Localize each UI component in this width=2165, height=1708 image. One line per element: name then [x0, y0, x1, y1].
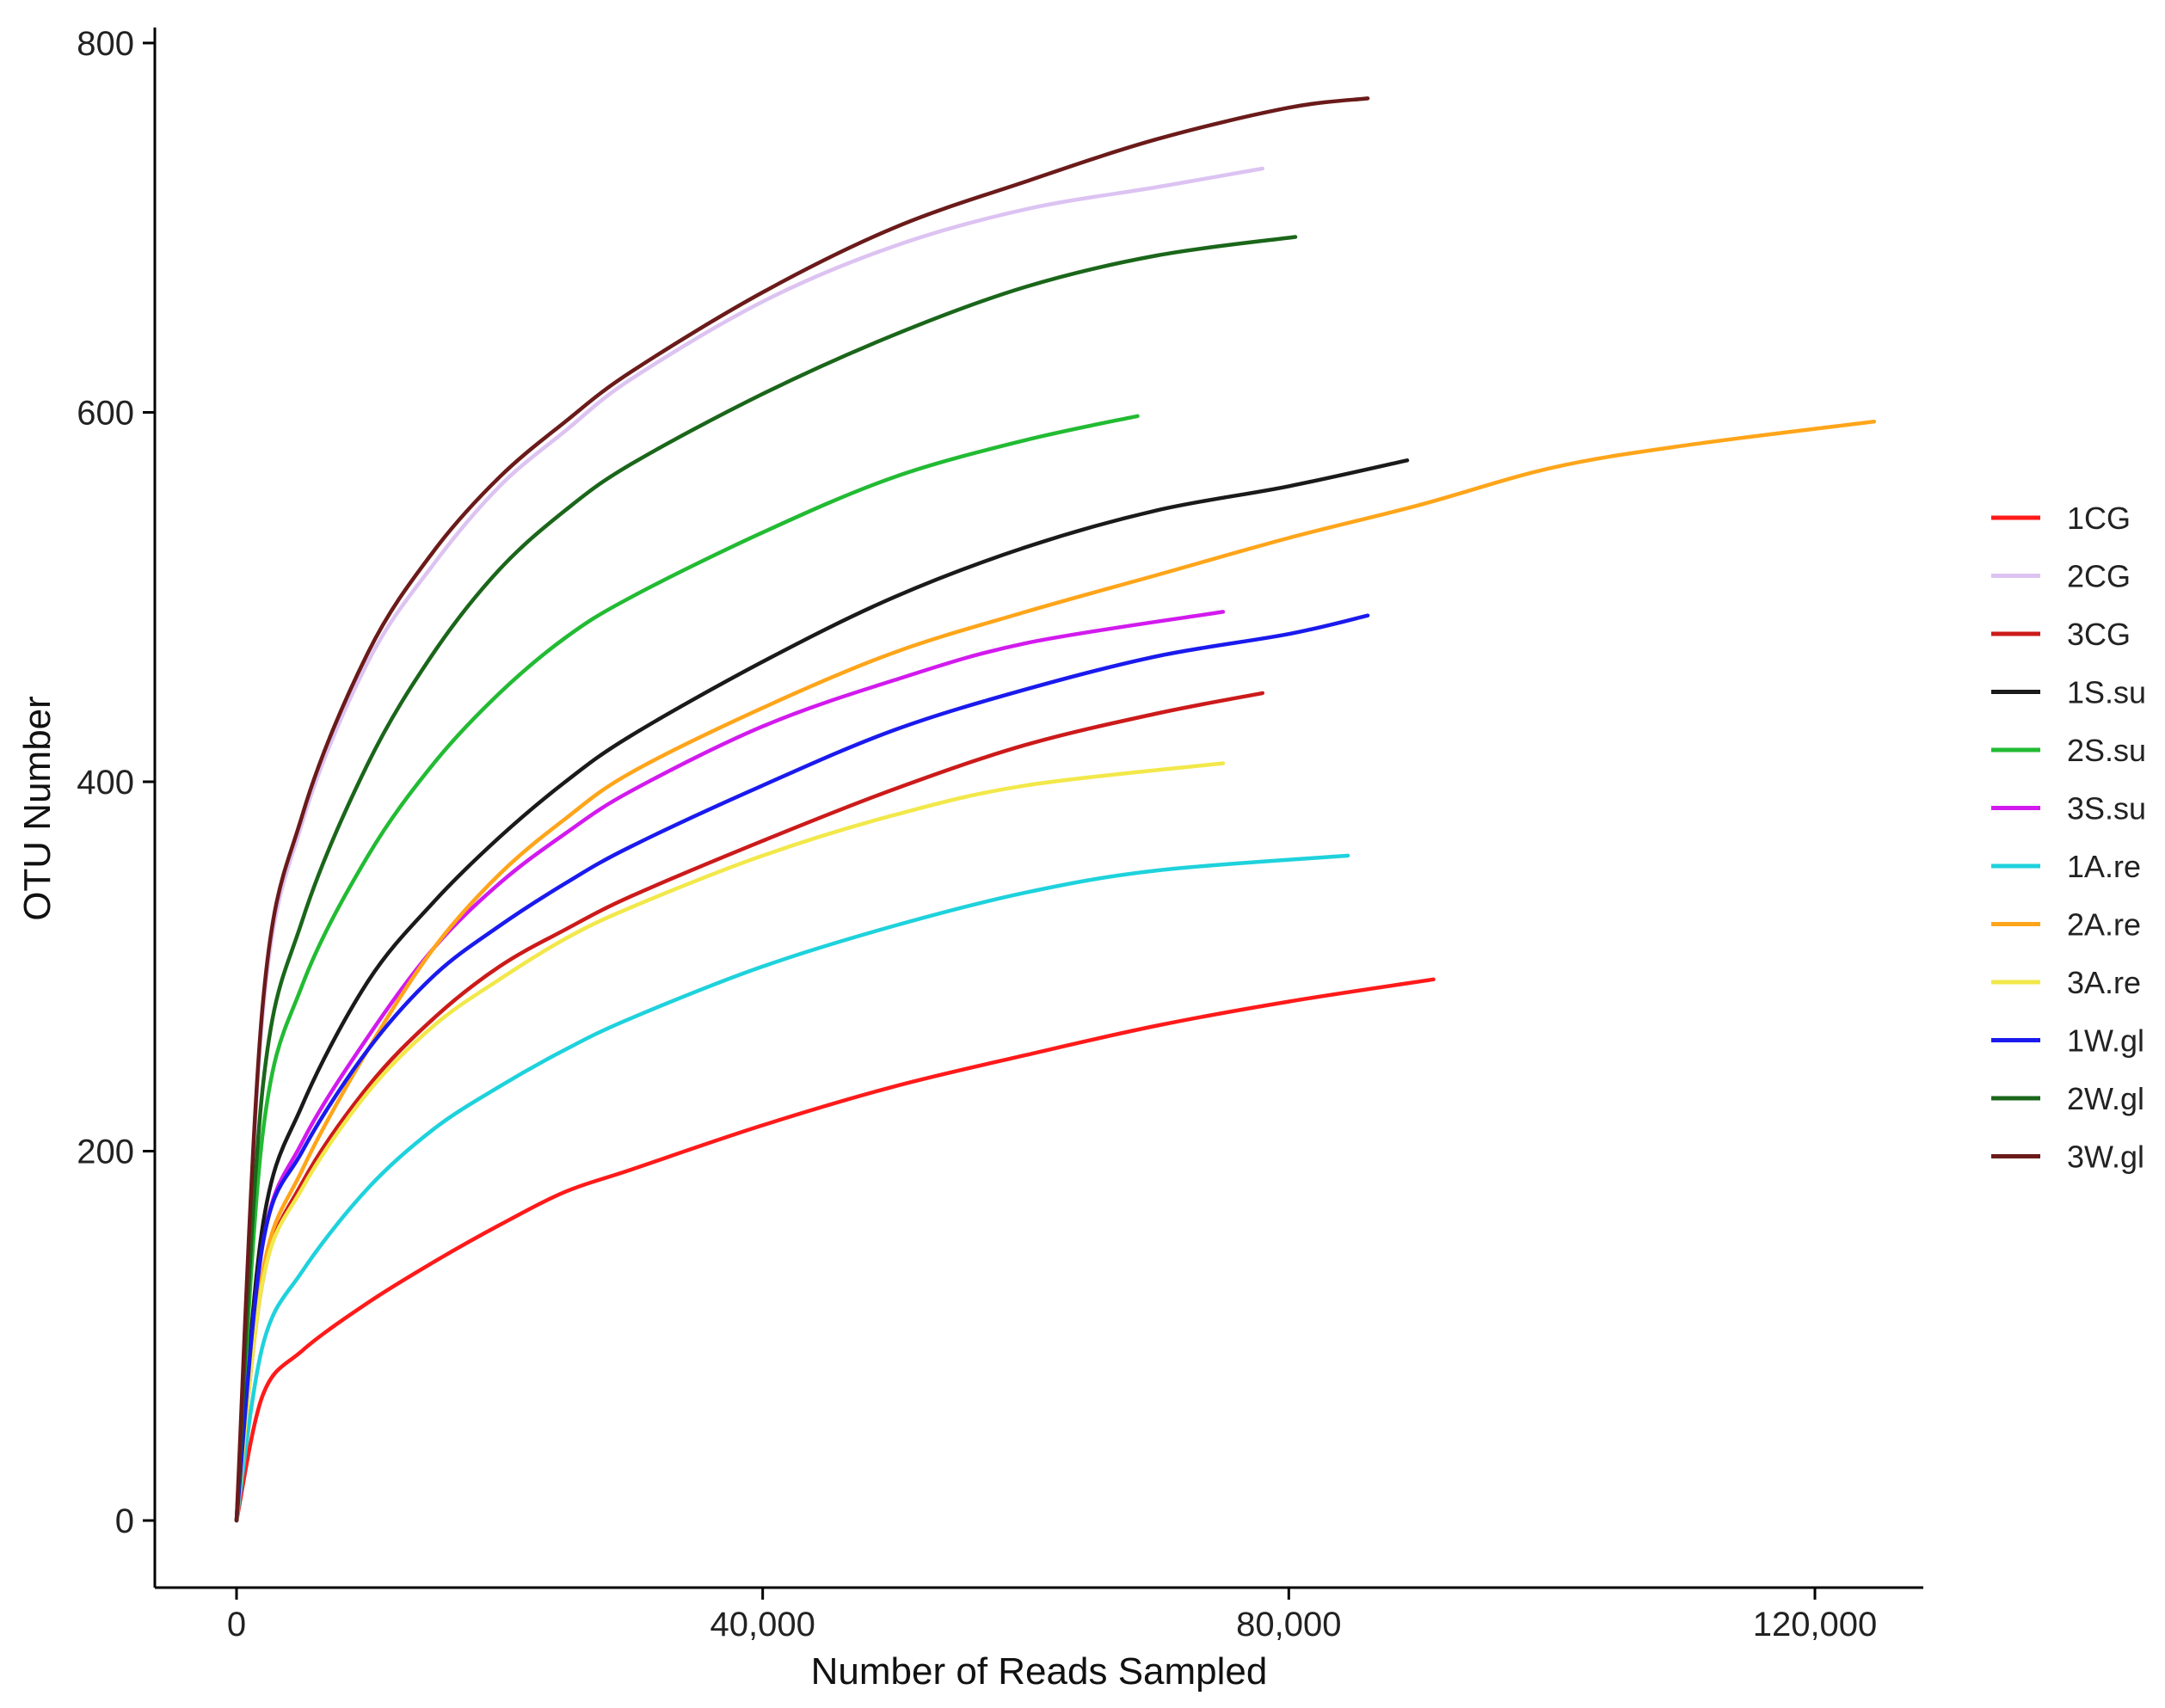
legend-label: 2CG [2067, 559, 2131, 594]
series-line-3s-su [234, 610, 1226, 1523]
x-tick-label: 120,000 [1753, 1606, 1878, 1643]
y-ticks: 0 200 400 600 800 [77, 25, 155, 1540]
x-axis-title: Number of Reads Sampled [811, 1650, 1268, 1693]
series-line-3cg [234, 691, 1265, 1523]
legend-label: 2A.re [2067, 907, 2141, 943]
x-tick-label: 0 [227, 1606, 246, 1643]
legend-label: 1W.gl [2067, 1023, 2144, 1059]
series-line-2a-re [234, 419, 1877, 1523]
x-ticks: 0 40,000 80,000 120,000 [227, 1588, 1877, 1643]
legend-label: 3S.su [2067, 791, 2146, 826]
series-line-3a-re [234, 761, 1226, 1523]
x-tick-label: 80,000 [1236, 1606, 1341, 1643]
x-tick-label: 40,000 [710, 1606, 815, 1643]
legend-label: 1S.su [2067, 675, 2146, 710]
y-tick-label: 400 [77, 764, 134, 802]
legend-label: 2W.gl [2067, 1081, 2144, 1116]
legend-label: 3CG [2067, 617, 2131, 652]
y-tick-label: 600 [77, 395, 134, 433]
y-tick-label: 0 [115, 1502, 134, 1540]
legend: 1CG 2CG 3CG 1S.su 2S.su 3S.su 1A.re 2A.re 3A.re 1… [1991, 501, 2146, 1175]
series-line-3w-gl [234, 96, 1370, 1523]
legend-label: 1CG [2067, 501, 2131, 536]
y-tick-label: 800 [77, 25, 134, 63]
series-line-2s-su [234, 414, 1140, 1523]
y-axis-title: OTU Number [16, 696, 58, 921]
series-line-1cg [234, 977, 1436, 1523]
legend-label: 3A.re [2067, 965, 2141, 1000]
y-tick-label: 200 [77, 1134, 134, 1171]
plot-area [234, 96, 1877, 1523]
series-line-1w-gl [234, 613, 1370, 1523]
series-line-2w-gl [234, 235, 1298, 1523]
series-line-1a-re [234, 853, 1350, 1523]
legend-label: 2S.su [2067, 733, 2146, 768]
legend-label: 1A.re [2067, 849, 2141, 884]
legend-label: 3W.gl [2067, 1140, 2144, 1175]
series-line-1s-su [234, 458, 1410, 1523]
axes [153, 28, 1923, 1589]
